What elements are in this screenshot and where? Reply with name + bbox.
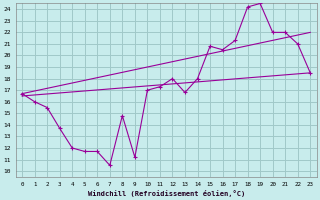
X-axis label: Windchill (Refroidissement éolien,°C): Windchill (Refroidissement éolien,°C)	[88, 190, 245, 197]
